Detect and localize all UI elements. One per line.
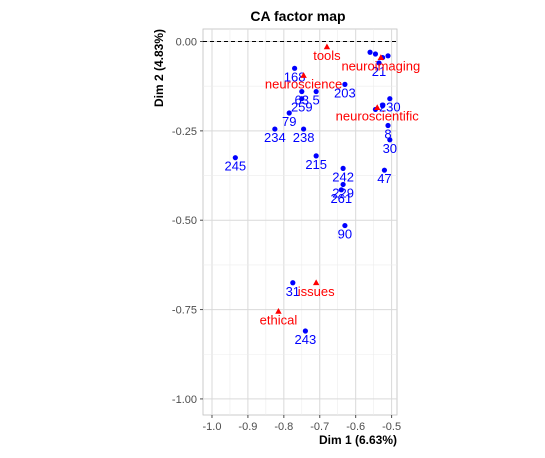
- x-axis-title: Dim 1 (6.63%): [319, 433, 397, 447]
- row-point: [385, 53, 391, 59]
- row-point: [299, 96, 305, 102]
- x-tick-label: -0.7: [310, 421, 329, 433]
- row-point-label: 47: [377, 171, 391, 186]
- x-tick-label: -1.0: [202, 421, 221, 433]
- row-point-label: 90: [338, 227, 352, 242]
- row-point-label: 238: [293, 130, 315, 145]
- column-point: [312, 279, 320, 286]
- row-point-label: 215: [305, 157, 327, 172]
- row-point: [387, 96, 393, 102]
- x-tick-label: -0.5: [382, 421, 401, 433]
- row-point-label: 234: [264, 130, 286, 145]
- row-point: [300, 126, 307, 132]
- row-point-label: 31: [286, 284, 300, 299]
- column-point-label: neuroscience: [265, 76, 342, 91]
- x-tick-label: -0.8: [274, 421, 293, 433]
- row-point-label: 21: [372, 64, 386, 79]
- row-point-label: 79: [282, 114, 296, 129]
- y-axis-ticks: 0.00 -0.25 -0.50 -0.75 -1.00: [172, 37, 203, 406]
- row-point: [340, 165, 346, 171]
- row-point-label: 229: [332, 185, 354, 200]
- column-point: [374, 104, 381, 111]
- row-point: [367, 49, 373, 55]
- column-point: [323, 43, 331, 50]
- x-axis-ticks: -1.0 -0.9 -0.8 -0.7 -0.6 -0.5: [202, 415, 401, 433]
- row-point: [290, 280, 296, 286]
- row-points: 2116820356325923079823423830245215242472…: [224, 49, 401, 347]
- column-point: [300, 72, 307, 78]
- row-point: [342, 81, 348, 87]
- row-point-label: 168: [284, 69, 306, 84]
- row-point: [381, 167, 388, 173]
- row-point-label: 5: [313, 93, 320, 108]
- row-point: [313, 153, 319, 159]
- y-axis-title: Dim 2 (4.83%): [152, 29, 166, 107]
- row-point: [292, 65, 298, 71]
- column-point: [377, 54, 385, 60]
- row-point: [340, 181, 346, 188]
- row-point: [380, 103, 386, 109]
- row-point-label: 243: [295, 332, 317, 347]
- row-point: [232, 155, 238, 161]
- column-point-label: neuroimaging: [341, 59, 420, 74]
- row-point: [272, 126, 278, 132]
- row-point-label: 30: [383, 141, 397, 156]
- column-point: [275, 307, 282, 314]
- row-point-label: 203: [334, 85, 356, 100]
- column-point-label: issues: [298, 284, 335, 299]
- row-point-label: 8: [384, 127, 391, 142]
- row-point: [376, 60, 382, 66]
- row-point: [387, 137, 393, 143]
- row-point: [286, 110, 292, 116]
- column-point-label: tools: [313, 48, 341, 63]
- y-tick-label: -0.75: [172, 305, 197, 317]
- column-point-label: neuroscientific: [336, 109, 420, 124]
- y-tick-label: -1.00: [172, 394, 197, 406]
- y-tick-label: -0.50: [172, 215, 197, 227]
- row-point-label: 259: [291, 100, 313, 115]
- row-point: [338, 187, 344, 193]
- chart-title: CA factor map: [250, 8, 345, 24]
- grid: [203, 29, 397, 415]
- row-point: [385, 122, 391, 129]
- row-point: [302, 328, 308, 334]
- row-point: [372, 51, 379, 57]
- y-tick-label: 0.00: [176, 37, 197, 49]
- x-tick-label: -0.9: [238, 421, 257, 433]
- row-point-label: 261: [330, 191, 352, 206]
- row-point: [342, 222, 348, 229]
- row-point: [313, 88, 319, 95]
- column-point-label: ethical: [260, 312, 298, 327]
- row-point-label: 245: [224, 159, 246, 174]
- row-point: [299, 88, 305, 95]
- x-tick-label: -0.6: [346, 421, 365, 433]
- row-point-label: 230: [379, 100, 401, 115]
- row-point-label: 242: [332, 169, 354, 184]
- y-tick-label: -0.25: [172, 126, 197, 138]
